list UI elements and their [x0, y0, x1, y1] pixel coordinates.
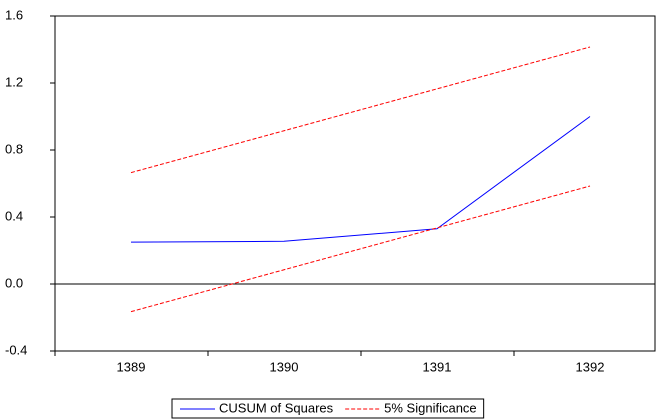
x-tick-label: 1391: [423, 359, 452, 374]
y-tick-label: 1.6: [5, 7, 23, 22]
y-tick-label: 0.4: [5, 208, 23, 223]
y-tick-label: 0.8: [5, 141, 23, 156]
y-tick-label: 1.2: [5, 74, 23, 89]
upper-bound-line: [130, 46, 591, 174]
line: [130, 116, 591, 243]
legend: CUSUM of Squares 5% Significance: [171, 398, 485, 419]
y-tick-label: -0.4: [5, 342, 27, 357]
x-tick-label: 1390: [270, 359, 299, 374]
y-tick-label: 0.0: [5, 275, 23, 290]
x-tick-label: 1392: [576, 359, 605, 374]
plot-frame: [54, 15, 656, 352]
lower-bound-line: [130, 185, 591, 313]
x-tick-label: 1389: [117, 359, 146, 374]
legend-label: CUSUM of Squares: [219, 400, 334, 415]
legend-box: [171, 398, 485, 419]
legend-label: 5% Significance: [384, 400, 477, 415]
